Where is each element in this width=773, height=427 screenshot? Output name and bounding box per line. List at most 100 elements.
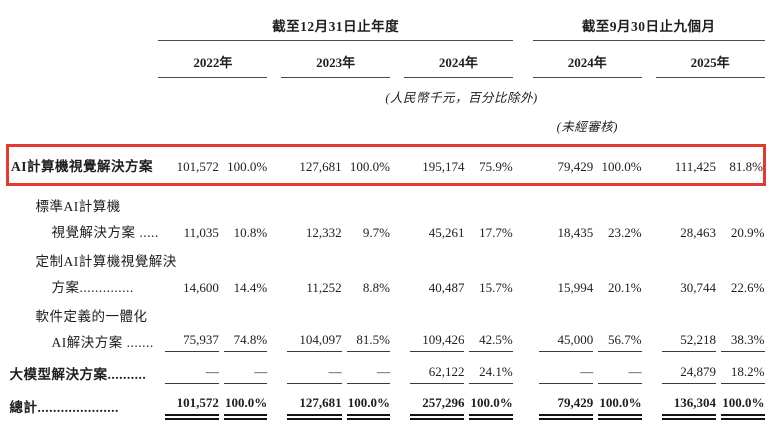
percent-cell: 18.2% xyxy=(716,354,764,386)
amount-cell: 45,000 xyxy=(533,326,593,354)
amount-cell: 104,097 xyxy=(281,326,341,354)
percent-cell: 100.0% xyxy=(219,386,267,427)
percent-cell: — xyxy=(593,354,641,386)
column-gutter xyxy=(390,41,404,78)
amount-cell: 136,304 xyxy=(656,386,716,427)
column-gutter xyxy=(642,146,656,185)
column-gutter xyxy=(513,6,533,41)
unit-note-row: (人民幣千元，百分比除外) xyxy=(8,78,765,109)
amount-cell: 101,572 xyxy=(158,146,218,185)
column-gutter xyxy=(513,354,533,386)
column-gutter xyxy=(513,108,533,146)
ruled-value: 24.1% xyxy=(469,364,512,384)
percent-cell: — xyxy=(342,354,390,386)
amount-cell: 28,463 xyxy=(656,216,716,244)
label-column-spacer xyxy=(8,78,159,109)
percent-cell: 17.7% xyxy=(464,216,512,244)
amount-cell: 12,332 xyxy=(281,216,341,244)
ruled-value: 56.7% xyxy=(598,332,641,352)
percent-cell: — xyxy=(219,354,267,386)
column-gutter xyxy=(642,216,656,244)
percent-cell: 9.7% xyxy=(342,216,390,244)
year-header-row: 2022年 2023年 2024年 2024年 2025年 xyxy=(8,41,765,78)
percent-cell: 100.0% xyxy=(464,386,512,427)
percent-cell: 42.5% xyxy=(464,326,512,354)
ruled-value: 81.5% xyxy=(347,332,390,352)
interim-period-group-title: 截至9月30日止九個月 xyxy=(533,6,765,41)
double-ruled-value: 100.0% xyxy=(721,395,765,416)
unaudited-note: (未經審核) xyxy=(533,108,642,146)
percent-cell: 23.2% xyxy=(593,216,641,244)
double-ruled-value: 100.0% xyxy=(224,395,267,416)
column-gutter xyxy=(267,271,281,299)
amount-cell: 30,744 xyxy=(656,271,716,299)
column-gutter xyxy=(642,271,656,299)
column-gutter xyxy=(390,216,404,244)
amount-cell: — xyxy=(158,354,218,386)
ruled-value: — xyxy=(224,364,267,384)
percent-cell: 10.8% xyxy=(219,216,267,244)
amount-cell: 79,429 xyxy=(533,146,593,185)
label-column-spacer xyxy=(8,108,159,146)
label-column-header xyxy=(8,6,159,41)
amount-cell: 45,261 xyxy=(404,216,464,244)
empty-values-spacer xyxy=(158,244,764,271)
double-ruled-value: 127,681 xyxy=(287,395,341,416)
percent-cell: 24.1% xyxy=(464,354,512,386)
row-label: AI解決方案 ....... xyxy=(8,326,159,354)
column-gutter xyxy=(390,146,404,185)
column-gutter xyxy=(267,354,281,386)
percent-cell: 75.9% xyxy=(464,146,512,185)
amount-cell: 11,252 xyxy=(281,271,341,299)
ruled-value: 18.2% xyxy=(721,364,765,384)
period-group-row: 截至12月31日止年度 截至9月30日止九個月 xyxy=(8,6,765,41)
amount-cell: 40,487 xyxy=(404,271,464,299)
double-ruled-value: 257,296 xyxy=(410,395,464,416)
percent-cell: 15.7% xyxy=(464,271,512,299)
amount-cell: 15,994 xyxy=(533,271,593,299)
column-gutter xyxy=(267,386,281,427)
double-ruled-value: 101,572 xyxy=(165,395,219,416)
table-row: 標準AI計算機 xyxy=(8,185,765,217)
ruled-value: 45,000 xyxy=(539,332,593,352)
column-gutter xyxy=(513,216,533,244)
percent-cell: 20.1% xyxy=(593,271,641,299)
ruled-value: — xyxy=(347,364,390,384)
currency-unit-note: (人民幣千元，百分比除外) xyxy=(158,78,764,109)
amount-cell: 24,879 xyxy=(656,354,716,386)
percent-cell: 38.3% xyxy=(716,326,764,354)
percent-cell: 81.8% xyxy=(716,146,764,185)
amount-cell: 52,218 xyxy=(656,326,716,354)
ruled-value: — xyxy=(165,364,219,384)
row-label: 大模型解決方案.......... xyxy=(8,354,159,386)
percent-cell: 100.0% xyxy=(219,146,267,185)
double-ruled-value: 79,429 xyxy=(539,395,593,416)
amount-cell: 101,572 xyxy=(158,386,218,427)
amount-cell: 11,035 xyxy=(158,216,218,244)
ruled-value: — xyxy=(287,364,341,384)
percent-cell: 100.0% xyxy=(593,146,641,185)
percent-cell: 56.7% xyxy=(593,326,641,354)
percent-cell: 100.0% xyxy=(342,146,390,185)
financial-document-page: 截至12月31日止年度 截至9月30日止九個月 2022年 2023年 2024… xyxy=(0,6,773,417)
double-ruled-value: 136,304 xyxy=(662,395,716,416)
column-gutter xyxy=(642,326,656,354)
ruled-value: 24,879 xyxy=(662,364,716,384)
amount-cell: — xyxy=(281,354,341,386)
double-ruled-value: 100.0% xyxy=(347,395,390,416)
column-gutter xyxy=(267,41,281,78)
spacer xyxy=(656,108,765,146)
ruled-value: 38.3% xyxy=(721,332,765,352)
amount-cell: 109,426 xyxy=(404,326,464,354)
amount-cell: 111,425 xyxy=(656,146,716,185)
annual-period-group-title: 截至12月31日止年度 xyxy=(158,6,512,41)
amount-cell: 195,174 xyxy=(404,146,464,185)
row-label: 總計..................... xyxy=(8,386,159,427)
ruled-value: 75,937 xyxy=(165,332,219,352)
column-gutter xyxy=(390,326,404,354)
